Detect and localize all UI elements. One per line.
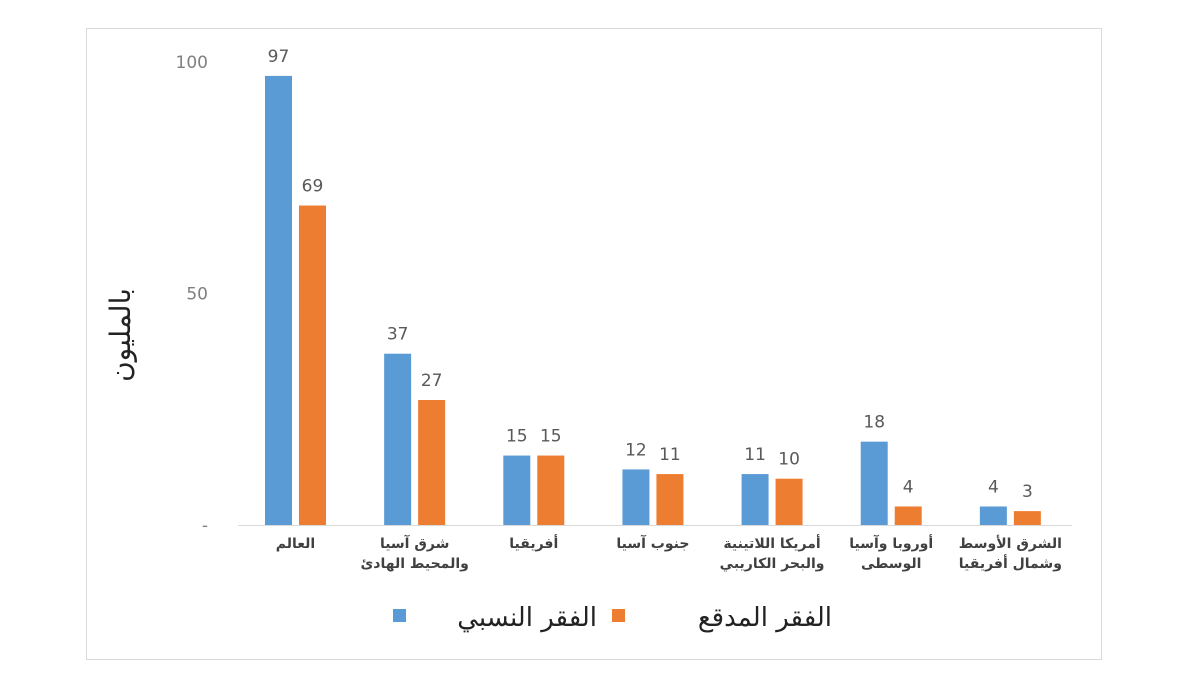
category-label: وشمال أفريقيا [959, 554, 1062, 572]
bars [265, 75, 1041, 525]
bar [622, 469, 650, 525]
category-label: والمحيط الهادئ [360, 556, 468, 572]
data-label: 12 [625, 440, 647, 460]
chart-frame [86, 28, 1102, 660]
bar [265, 75, 292, 525]
data-label: 3 [1022, 482, 1033, 502]
legend-label: الفقر النسبي [457, 603, 597, 633]
bar [979, 506, 1007, 525]
category-label: أوروبا وآسيا [849, 534, 933, 552]
bar [741, 474, 769, 525]
category-label: شرق آسيا [380, 534, 449, 552]
legend-swatch [612, 609, 625, 622]
bar [775, 478, 803, 525]
bar [537, 455, 565, 525]
data-label: 37 [387, 325, 409, 345]
data-label: 15 [506, 427, 528, 447]
category-label: الشرق الأوسط [959, 535, 1062, 552]
category-label: أمريكا اللاتينية [723, 534, 820, 552]
category-labels: العالم شرق آسيا والمحيط الهادئ أفريقيا جنوب … [276, 534, 1062, 572]
data-label: 69 [302, 177, 324, 197]
data-label: 27 [421, 371, 443, 391]
bar [656, 474, 684, 525]
legend-label: الفقر المدقع [698, 603, 832, 633]
y-tick-label: - [202, 516, 208, 536]
bar [860, 441, 888, 525]
data-label: 10 [778, 450, 800, 470]
bar [299, 205, 326, 525]
bar [384, 353, 412, 525]
y-axis-label: بالمليون [104, 288, 137, 382]
data-label: 11 [744, 445, 766, 465]
y-tick-label: 50 [186, 285, 208, 305]
legend: الفقر النسبي الفقر المدقع [393, 603, 832, 633]
category-label: أفريقيا [509, 534, 558, 552]
y-tick-label: 100 [176, 53, 208, 73]
data-label: 97 [268, 47, 290, 67]
category-label: والبحر الكاريبي [720, 556, 825, 572]
data-label: 11 [659, 445, 681, 465]
category-label: العالم [276, 536, 315, 552]
category-label: جنوب آسيا [616, 534, 689, 552]
legend-swatch [393, 609, 406, 622]
bar [1013, 511, 1041, 525]
data-label: 4 [988, 477, 999, 497]
data-label: 4 [903, 477, 914, 497]
data-labels: 97 69 37 27 15 15 12 11 11 10 18 4 4 3 [268, 47, 1033, 502]
y-axis-ticks: 100 50 - [176, 53, 208, 536]
category-label: الوسطى [861, 556, 921, 572]
data-label: 18 [863, 413, 885, 433]
data-label: 15 [540, 427, 562, 447]
bar [503, 455, 531, 525]
bar [894, 506, 922, 525]
bar [418, 399, 446, 525]
